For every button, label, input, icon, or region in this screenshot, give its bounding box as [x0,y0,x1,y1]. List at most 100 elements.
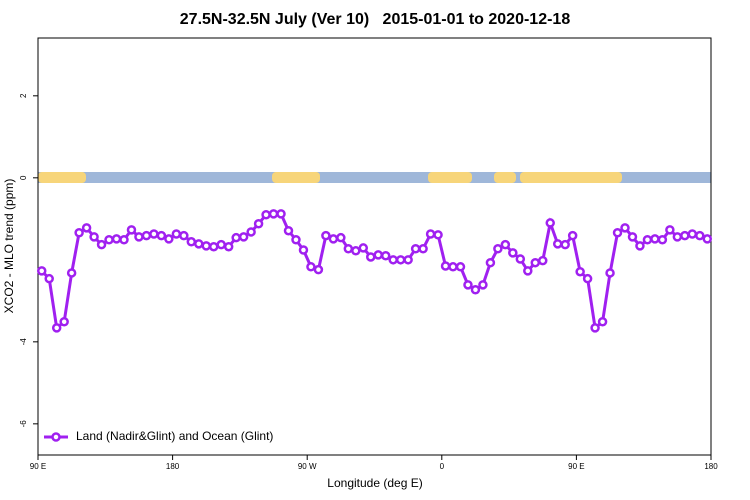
x-axis-label: Longitude (deg E) [327,476,422,490]
data-point [665,225,675,235]
data-point [635,241,645,251]
data-point [448,262,458,272]
data-point [545,218,555,228]
data-point [366,252,376,262]
data-point [650,234,660,244]
data-point [149,229,159,239]
data-point [672,232,683,242]
data-point [508,248,518,258]
data-point [373,250,383,260]
data-point [283,225,294,236]
data-point [500,239,511,250]
data-point [695,230,705,241]
y-tick-label: 0 [19,175,28,180]
data-point [403,255,413,265]
data-point [433,230,443,240]
data-point [313,264,324,275]
data-point [597,316,608,327]
data-point [66,268,77,278]
x-tick-label: 180 [166,462,180,471]
data-point [440,261,451,271]
data-point [590,323,600,333]
data-point [89,232,99,242]
data-point [582,273,593,284]
data-point [171,229,182,239]
data-point [336,232,346,243]
data-point [179,230,189,241]
data-point [291,234,301,245]
data-point [410,244,421,254]
land-band [520,172,622,183]
data-point [74,228,84,238]
data-point [36,266,47,276]
data-point [216,239,226,250]
data-point [687,229,698,239]
data-point [253,218,264,229]
land-band [428,172,472,183]
data-point [627,232,638,242]
legend-marker [51,432,61,442]
data-point [51,323,62,333]
data-point [470,285,481,295]
x-tick-label: 0 [440,462,445,471]
data-point [388,255,398,265]
data-point [194,239,204,249]
chart-title: 27.5N-32.5N July (Ver 10) 2015-01-01 to … [180,11,571,28]
ocean-band [38,172,711,183]
data-point [328,234,339,244]
data-point [321,230,331,241]
data-point [358,243,369,253]
y-axis-label: XCO2 - MLO trend (ppm) [2,179,16,314]
data-point [276,209,286,219]
data-point [268,209,279,219]
data-point [455,262,466,272]
data-point [418,244,428,254]
land-ocean-strip [38,172,711,183]
data-point [612,228,623,238]
data-point [126,225,137,235]
land-band [494,172,516,183]
data-point [343,244,354,254]
data-point [478,280,488,290]
data-point [44,273,54,284]
data-point [380,250,391,261]
x-tick-label: 90 E [568,462,584,471]
data-point [515,254,526,264]
data-point [186,237,197,247]
data-point [642,234,653,245]
data-point [261,209,271,220]
data-point [134,232,144,242]
data-point [351,246,361,256]
data-point [298,245,309,255]
data-point [246,227,256,237]
land-band [38,172,86,183]
x-tick-label: 90 W [298,462,317,471]
data-point [111,234,122,244]
data-point [538,255,548,266]
data-point [164,234,174,244]
data-point [680,230,690,241]
plot-frame [37,37,712,456]
data-point [485,257,496,268]
y-tick-label: 2 [19,93,28,98]
y-tick-label: -4 [19,338,28,346]
y-tick-label: -6 [19,420,28,428]
data-point [231,232,241,243]
data-point [620,223,630,233]
data-point [702,234,713,244]
data-point [306,262,316,272]
data-point [523,266,533,276]
data-point [493,244,503,254]
data-point [201,241,211,251]
data-point [395,255,406,265]
legend-item: Land (Nadir&Glint) and Ocean (Glint) [44,429,273,443]
data-point [119,234,129,245]
data-point [156,230,167,241]
data-point [552,239,563,249]
x-tick-label: 180 [704,462,718,471]
data-point [605,268,615,278]
data-point [425,229,436,239]
data-point [567,230,578,241]
data-point [238,232,249,242]
